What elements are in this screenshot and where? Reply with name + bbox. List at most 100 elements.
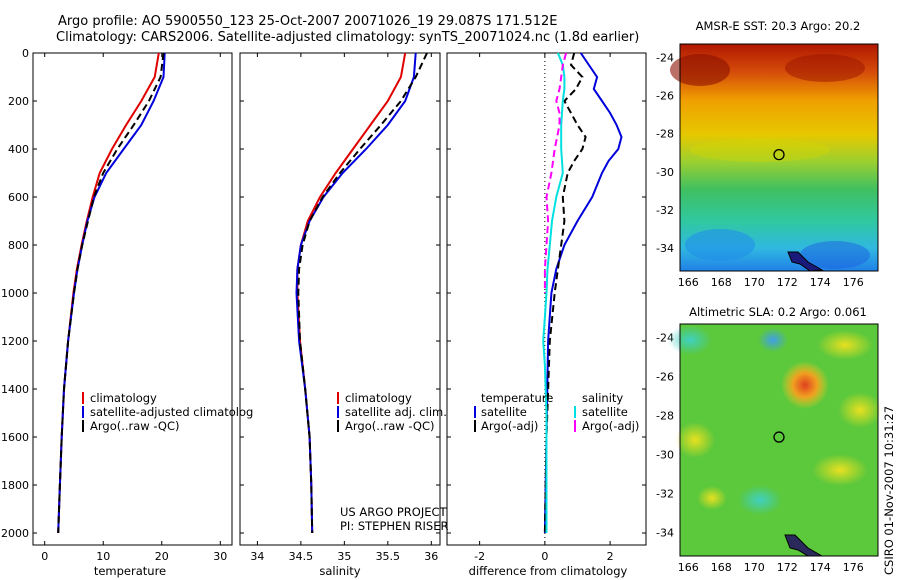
legend-label: Argo(-adj) — [481, 419, 538, 433]
sst-x-tick-label: 168 — [711, 276, 732, 289]
x-tick-label: 2 — [607, 550, 614, 563]
sst-map-title: AMSR-E SST: 20.3 Argo: 20.2 — [696, 19, 861, 33]
legend-label: satellite-adjusted climatolog — [90, 405, 253, 419]
sst-x-tick-label: 166 — [678, 276, 699, 289]
sla-low-patch — [738, 485, 782, 515]
legend-label: satellite — [481, 405, 527, 419]
sla-y-tick-label: -34 — [656, 527, 674, 540]
legend-header-salinity: salinity — [582, 391, 623, 405]
sla-y-tick-label: -28 — [656, 410, 674, 423]
difference-axes — [446, 52, 647, 546]
sla-x-tick-label: 174 — [810, 561, 831, 574]
sst-y-tick-label: -26 — [656, 90, 674, 103]
series-line — [295, 52, 417, 534]
sla-x-tick-label: 166 — [678, 561, 699, 574]
salinity-legend: climatology satellite adj. clim. Argo(..… — [337, 391, 447, 433]
timestamp-stamp: CSIRO 01-Nov-2007 10:31:27 — [882, 406, 896, 575]
temperature-xlabel: temperature — [94, 564, 166, 578]
salinity-xlabel: salinity — [319, 564, 360, 578]
sst-x-tick-label: 172 — [777, 276, 798, 289]
y-tick-label: 1400 — [1, 383, 29, 396]
title-line-2: Climatology: CARS2006. Satellite-adjuste… — [56, 30, 640, 45]
y-tick-label: 800 — [8, 239, 29, 252]
sst-map — [670, 43, 879, 272]
y-tick-label: 200 — [8, 95, 29, 108]
sla-x-tick-label: 168 — [711, 561, 732, 574]
sst-warm-patch — [670, 54, 730, 86]
x-tick-label: 20 — [155, 550, 169, 563]
sst-x-tick-label: 170 — [744, 276, 765, 289]
y-tick-label: 600 — [8, 191, 29, 204]
sla-map — [668, 323, 882, 557]
difference-legend: temperature satellite Argo(-adj) salinit… — [474, 391, 639, 433]
sla-high-patch — [817, 330, 873, 360]
difference-xlabel: difference from climatology — [469, 564, 628, 578]
legend-header-temperature: temperature — [481, 391, 553, 405]
y-tick-label: 1200 — [1, 335, 29, 348]
x-tick-label: 34 — [250, 550, 264, 563]
series-line — [543, 52, 623, 534]
y-tick-label: 1600 — [1, 431, 29, 444]
sst-y-tick-label: -32 — [656, 204, 674, 217]
sst-x-tick-label: 176 — [843, 276, 864, 289]
sla-low-patch — [758, 328, 788, 352]
sst-y-tick-label: -34 — [656, 242, 674, 255]
x-tick-label: 10 — [96, 550, 110, 563]
series-line — [542, 52, 566, 533]
credit-line-2: PI: STEPHEN RISER — [340, 519, 449, 533]
x-tick-label: 0 — [41, 550, 48, 563]
sst-cool-patch — [800, 241, 870, 269]
x-tick-label: 34.5 — [289, 550, 314, 563]
sla-high-patch — [838, 392, 882, 428]
sla-high-patch — [812, 454, 868, 486]
legend-label: climatology — [345, 391, 412, 405]
sst-map-frame — [679, 43, 879, 272]
sst-y-tick-label: -30 — [656, 166, 674, 179]
series-line — [57, 52, 165, 534]
sst-y-tick-label: -24 — [656, 51, 674, 64]
y-tick-label: 400 — [8, 143, 29, 156]
float-position-marker — [773, 148, 785, 161]
x-tick-label: -2 — [474, 550, 485, 563]
legend-label: climatology — [90, 391, 157, 405]
x-tick-label: 0 — [541, 550, 548, 563]
float-position-marker — [773, 431, 785, 443]
series-line — [297, 52, 428, 534]
legend-label: Argo(..raw -QC) — [90, 419, 180, 433]
sst-warm-patch — [785, 54, 865, 82]
sst-cool-patch — [685, 229, 755, 261]
sla-high-patch — [697, 486, 727, 510]
credit-line-1: US ARGO PROJECT — [340, 505, 448, 519]
sla-y-tick-label: -30 — [656, 449, 674, 462]
legend-label: satellite — [582, 405, 628, 419]
y-tick-label: 2000 — [1, 527, 29, 540]
sla-x-tick-label: 176 — [843, 561, 864, 574]
sla-y-tick-label: -32 — [656, 488, 674, 501]
sla-high-patch — [675, 422, 715, 458]
x-tick-label: 35 — [337, 550, 351, 563]
temperature-axes — [32, 52, 233, 546]
sst-band — [690, 138, 830, 162]
series-line — [543, 52, 568, 293]
sla-map-title: Altimetric SLA: 0.2 Argo: 0.061 — [689, 305, 867, 319]
sst-y-tick-label: -28 — [656, 128, 674, 141]
sla-x-tick-label: 172 — [777, 561, 798, 574]
y-tick-label: 1800 — [1, 479, 29, 492]
sla-map-frame — [679, 323, 879, 557]
legend-label: satellite adj. clim. — [345, 405, 447, 419]
legend-label: Argo(-adj) — [582, 419, 639, 433]
x-tick-label: 30 — [213, 550, 227, 563]
sla-high-patch — [781, 361, 829, 409]
sst-x-tick-label: 174 — [810, 276, 831, 289]
y-tick-label: 1000 — [1, 287, 29, 300]
y-tick-label: 0 — [22, 47, 29, 60]
sla-x-tick-label: 170 — [744, 561, 765, 574]
sla-low-patch — [668, 325, 712, 355]
legend-label: Argo(..raw -QC) — [345, 419, 435, 433]
sla-y-tick-label: -26 — [656, 371, 674, 384]
x-tick-label: 35.5 — [376, 550, 401, 563]
x-tick-label: 36 — [424, 550, 438, 563]
series-line — [57, 52, 166, 534]
salinity-axes — [239, 52, 441, 546]
